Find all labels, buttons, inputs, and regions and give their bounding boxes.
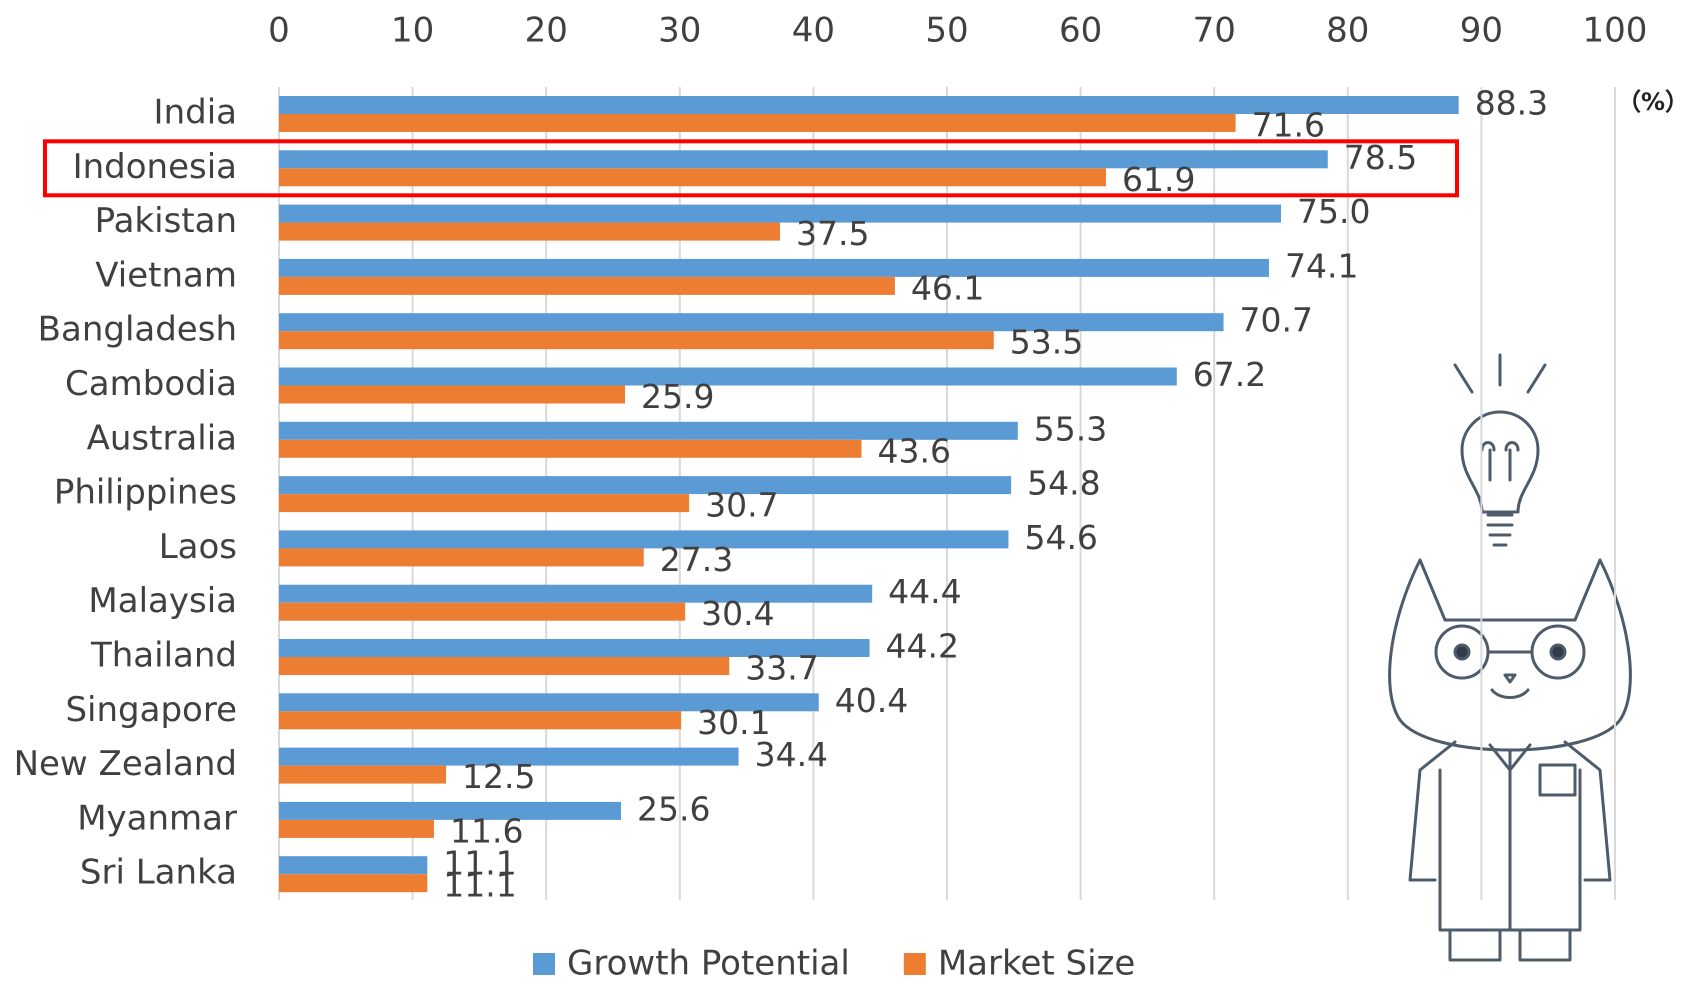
data-label: 46.1: [911, 268, 984, 307]
legend-label: Market Size: [938, 944, 1135, 981]
data-label: 25.6: [637, 789, 710, 828]
data-label: 30.4: [701, 594, 774, 633]
data-label: 88.3: [1475, 84, 1548, 123]
data-label: 74.1: [1285, 246, 1358, 285]
data-label: 27.3: [660, 540, 733, 579]
data-label: 30.7: [705, 486, 778, 525]
data-label: 43.6: [877, 431, 950, 470]
bar: [279, 168, 1106, 186]
data-label: 25.9: [641, 377, 714, 416]
category-label: New Zealand: [14, 744, 237, 784]
x-tick-label: 80: [1326, 11, 1369, 51]
category-label: Indonesia: [73, 147, 237, 187]
data-label: 70.7: [1240, 301, 1313, 340]
bar: [279, 277, 895, 295]
data-label: 75.0: [1297, 192, 1370, 231]
category-label: Australia: [87, 418, 237, 458]
data-label: 61.9: [1122, 160, 1195, 199]
data-label: 33.7: [745, 649, 818, 688]
unit-label: （%）: [1617, 88, 1689, 116]
bar: [279, 368, 1177, 386]
page: {"chart_data": {"type": "bar", "orientat…: [0, 0, 1700, 981]
bar: [279, 494, 689, 512]
bar: [279, 223, 780, 241]
category-label: Myanmar: [77, 798, 237, 838]
bar: [279, 766, 446, 784]
bar: [279, 386, 625, 404]
x-tick-label: 60: [1059, 11, 1102, 51]
data-label: 44.2: [886, 627, 959, 666]
chart: （%） 0 10 20 30 40 50 60 70 80 90 100 India 88.3 71.6 I…: [0, 0, 1700, 981]
data-label: 53.5: [1010, 323, 1083, 362]
bar: [279, 114, 1236, 132]
bar: [279, 331, 994, 349]
category-label: Pakistan: [95, 201, 237, 241]
bar: [279, 603, 685, 621]
data-label: 34.4: [755, 735, 828, 774]
bar: [279, 440, 861, 458]
legend-swatch: [533, 953, 555, 975]
data-label: 78.5: [1344, 138, 1417, 177]
category-label: Bangladesh: [38, 310, 237, 350]
bar: [279, 259, 1269, 277]
data-label: 71.6: [1252, 106, 1325, 145]
category-label: Sri Lanka: [80, 853, 237, 893]
category-label: Philippines: [54, 473, 237, 513]
x-tick-label: 70: [1193, 11, 1236, 51]
data-label: 67.2: [1193, 355, 1266, 394]
cat-illustration: [1390, 355, 1631, 960]
category-label: Vietnam: [95, 255, 237, 295]
bar: [279, 874, 427, 892]
x-tick-label: 0: [268, 11, 290, 51]
x-tick-label: 10: [391, 11, 434, 51]
data-label: 40.4: [835, 681, 908, 720]
x-tick-label: 20: [525, 11, 568, 51]
data-label: 55.3: [1034, 409, 1107, 448]
data-label: 12.5: [462, 757, 535, 796]
data-label: 11.1: [443, 866, 516, 905]
data-label: 44.4: [888, 572, 961, 611]
data-label: 37.5: [796, 214, 869, 253]
x-tick-label: 40: [792, 11, 835, 51]
data-label: 54.8: [1027, 464, 1100, 503]
bar: [279, 711, 681, 729]
legend-label: Growth Potential: [567, 944, 850, 981]
bar: [279, 205, 1281, 223]
category-label: Singapore: [65, 690, 237, 730]
bar: [279, 548, 644, 566]
bar: [279, 585, 872, 603]
bar: [279, 476, 1011, 494]
bar: [279, 530, 1008, 548]
category-label: Cambodia: [65, 364, 237, 404]
data-label: 54.6: [1024, 518, 1097, 557]
x-tick-label: 90: [1460, 11, 1503, 51]
x-tick-label: 30: [658, 11, 701, 51]
bar: [279, 657, 729, 675]
bar: [279, 856, 427, 874]
bar: [279, 820, 434, 838]
category-label: India: [154, 93, 237, 133]
category-label: Malaysia: [88, 581, 237, 621]
category-label: Laos: [159, 527, 237, 567]
x-tick-label: 50: [925, 11, 968, 51]
x-tick-label: 100: [1583, 11, 1648, 51]
category-label: Thailand: [90, 636, 237, 676]
legend-swatch: [904, 953, 926, 975]
